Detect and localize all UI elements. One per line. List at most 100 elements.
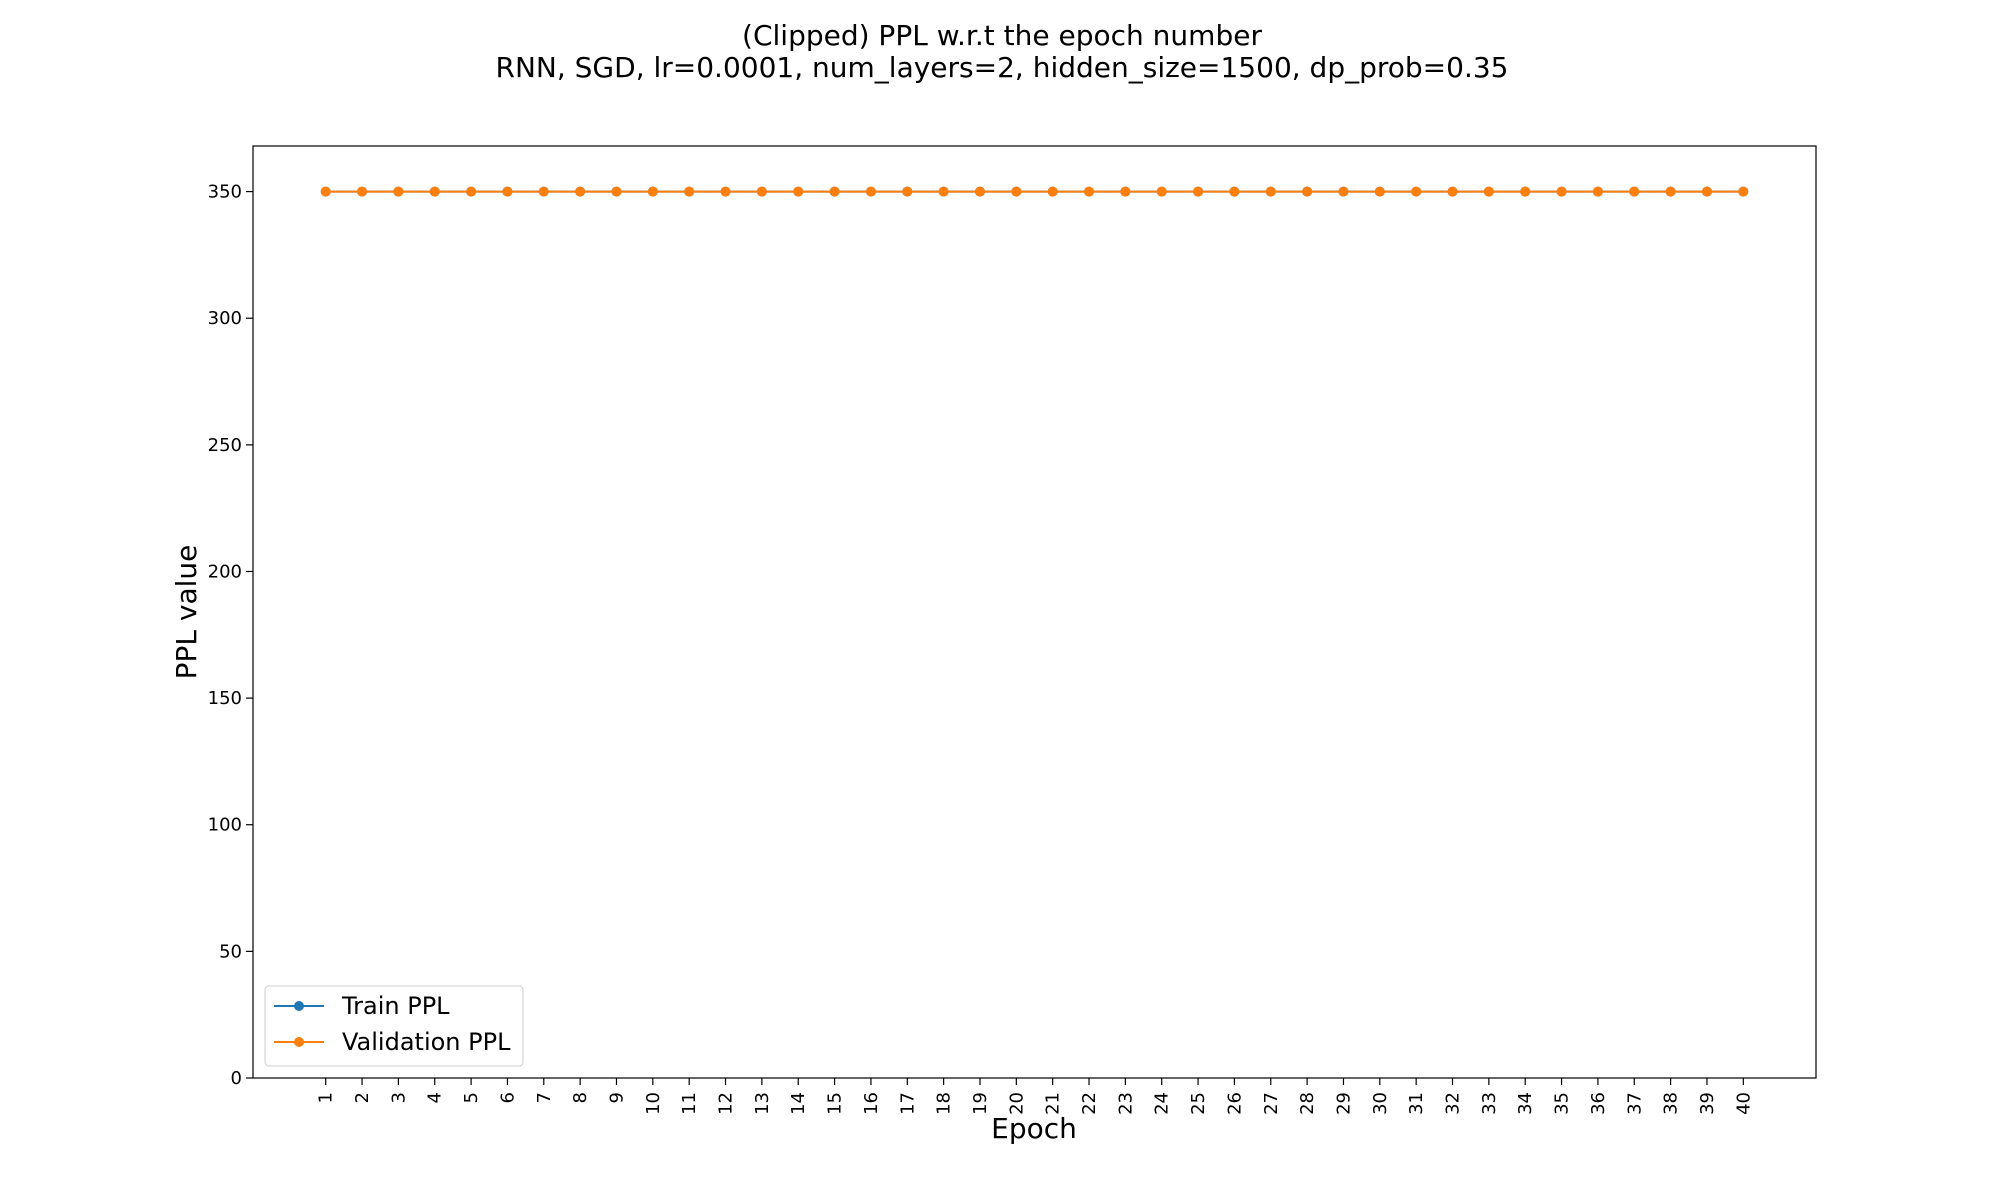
series-1-point-28 [1302,186,1313,197]
series-1-point-16 [865,186,876,197]
x-tick-label-3: 3 [388,1092,409,1103]
series-1-point-1 [320,186,331,197]
x-tick-label-15: 15 [825,1092,846,1115]
series-1-point-26 [1229,186,1240,197]
series-1-point-30 [1374,186,1385,197]
x-tick-label-1: 1 [316,1092,337,1103]
x-tick-label-30: 30 [1370,1092,1391,1115]
y-tick-label-250: 250 [208,435,242,456]
series-1-point-31 [1411,186,1422,197]
series-1-point-14 [793,186,804,197]
series-1-point-12 [720,186,731,197]
series-1-point-10 [647,186,658,197]
series-1-point-34 [1520,186,1531,197]
y-tick-label-200: 200 [208,561,242,582]
x-tick-label-21: 21 [1043,1092,1064,1115]
series-1-point-21 [1047,186,1058,197]
series-1-point-9 [611,186,622,197]
x-tick-label-4: 4 [425,1092,446,1103]
x-tick-label-6: 6 [497,1092,518,1103]
x-tick-label-34: 34 [1515,1092,1536,1115]
series-1-point-11 [684,186,695,197]
series-1-point-39 [1701,186,1712,197]
series-1-point-13 [756,186,767,197]
series-1-point-37 [1629,186,1640,197]
x-tick-label-8: 8 [570,1092,591,1103]
series-1-point-8 [575,186,586,197]
series-1-point-35 [1556,186,1567,197]
series-1-point-2 [357,186,368,197]
x-tick-label-17: 17 [897,1092,918,1115]
x-tick-label-31: 31 [1406,1092,1427,1115]
series-1-point-5 [466,186,477,197]
y-tick-label-350: 350 [208,182,242,203]
x-tick-label-27: 27 [1261,1092,1282,1115]
x-tick-label-39: 39 [1697,1092,1718,1115]
x-axis-label: Epoch [991,1112,1077,1145]
legend: Train PPL Validation PPL [264,985,524,1067]
x-tick-label-7: 7 [534,1092,555,1103]
x-tick-label-5: 5 [461,1092,482,1103]
series-layer [320,186,1749,197]
y-axis: 0 50 100 150 200 250 300 350 [208,182,253,1089]
series-1-point-17 [902,186,913,197]
x-tick-label-40: 40 [1733,1092,1754,1115]
x-tick-label-23: 23 [1115,1092,1136,1115]
x-tick-label-12: 12 [716,1092,737,1115]
legend-marker-train [294,1001,304,1011]
series-1-point-19 [974,186,985,197]
series-1-point-27 [1265,186,1276,197]
x-tick-label-37: 37 [1624,1092,1645,1115]
series-1-point-20 [1011,186,1022,197]
x-tick-label-18: 18 [934,1092,955,1115]
chart-subtitle: RNN, SGD, lr=0.0001, num_layers=2, hidde… [496,51,1509,84]
series-1-point-25 [1193,186,1204,197]
x-tick-label-24: 24 [1152,1092,1173,1115]
x-tick-label-22: 22 [1079,1092,1100,1115]
x-tick-label-29: 29 [1333,1092,1354,1115]
series-1-point-29 [1338,186,1349,197]
legend-box [264,985,524,1067]
x-tick-label-28: 28 [1297,1092,1318,1115]
x-tick-label-14: 14 [788,1092,809,1115]
x-tick-label-11: 11 [679,1092,700,1115]
x-tick-label-35: 35 [1552,1092,1573,1115]
legend-label-train: Train PPL [341,992,450,1020]
x-tick-label-25: 25 [1188,1092,1209,1115]
x-tick-label-16: 16 [861,1092,882,1115]
series-1-point-7 [538,186,549,197]
series-1-point-24 [1156,186,1167,197]
x-tick-label-38: 38 [1661,1092,1682,1115]
x-tick-label-2: 2 [352,1092,373,1103]
chart-title: (Clipped) PPL w.r.t the epoch number [742,19,1262,52]
series-1-point-4 [429,186,440,197]
series-1-point-33 [1483,186,1494,197]
x-tick-label-36: 36 [1588,1092,1609,1115]
y-axis-label: PPL value [170,545,203,680]
series-1-point-6 [502,186,513,197]
series-1-point-18 [938,186,949,197]
series-1-point-23 [1120,186,1131,197]
y-tick-label-100: 100 [208,815,242,836]
x-tick-label-33: 33 [1479,1092,1500,1115]
y-tick-label-300: 300 [208,308,242,329]
y-tick-label-50: 50 [219,941,242,962]
x-axis: 1 2 3 4 5 6 7 8 9 10 11 12 13 14 15 16 17 18 19 20 21 22 23 24 2… [316,1078,1754,1115]
legend-label-validation: Validation PPL [342,1028,511,1056]
x-tick-label-10: 10 [643,1092,664,1115]
x-tick-label-26: 26 [1224,1092,1245,1115]
legend-marker-validation [294,1037,304,1047]
y-tick-label-0: 0 [231,1068,242,1089]
y-tick-label-150: 150 [208,688,242,709]
plot-area [252,145,1817,1079]
series-1-point-15 [829,186,840,197]
x-tick-label-19: 19 [970,1092,991,1115]
series-1-point-40 [1738,186,1749,197]
series-1-point-3 [393,186,404,197]
series-1-point-36 [1592,186,1603,197]
series-1-point-22 [1084,186,1095,197]
x-tick-label-32: 32 [1443,1092,1464,1115]
x-tick-label-13: 13 [752,1092,773,1115]
series-1-point-32 [1447,186,1458,197]
